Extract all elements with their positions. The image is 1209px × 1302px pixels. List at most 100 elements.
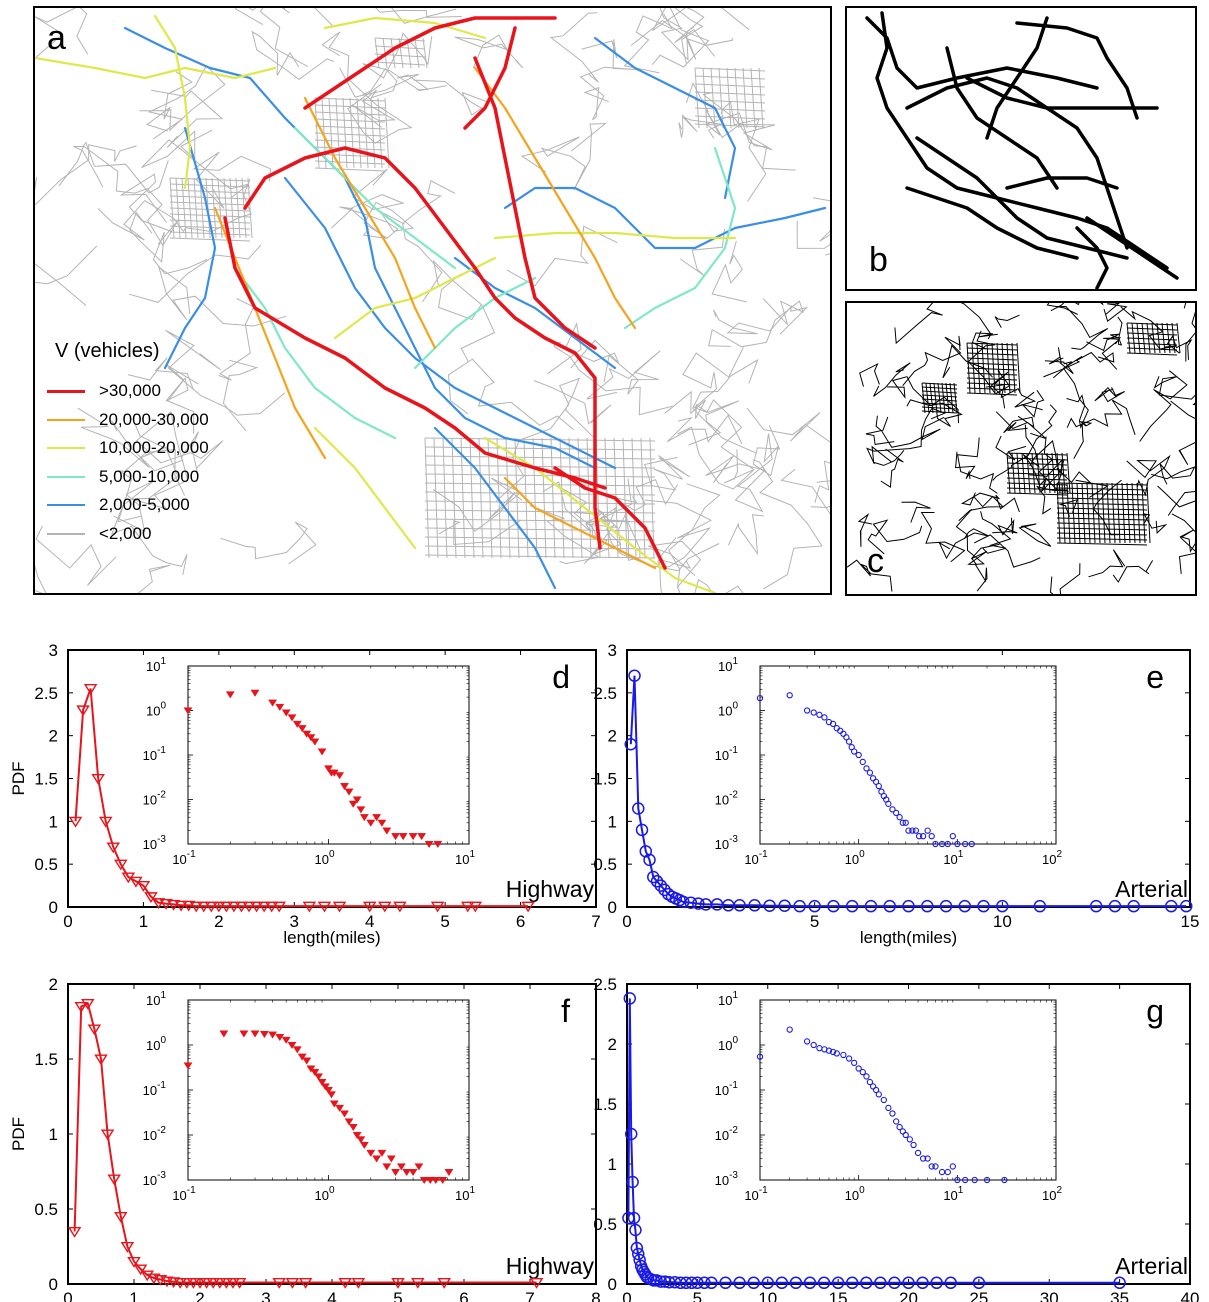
inset-data-point — [250, 689, 260, 697]
inset-data-point — [885, 1104, 892, 1112]
panel-b-highway-network: b — [845, 6, 1197, 291]
inset-data-point — [821, 714, 828, 721]
inset-y-tick-exp: 0 — [160, 1035, 166, 1046]
inset-x-tick-exp: 1 — [469, 1185, 475, 1196]
road-segment — [473, 56, 597, 350]
x-tick-label: 3 — [261, 1289, 270, 1302]
data-point — [393, 901, 407, 913]
road-segment — [323, 16, 487, 40]
y-tick-label: 0 — [608, 898, 617, 917]
y-tick-label: 1.5 — [34, 1050, 58, 1069]
data-point — [1033, 899, 1047, 913]
highway-network-graph — [865, 11, 1179, 289]
highway-segment — [965, 76, 1159, 110]
inset-data-point — [425, 1176, 435, 1185]
x-tick-label: 2 — [195, 1289, 204, 1302]
x-tick-label: 15 — [1181, 912, 1200, 931]
inset-y-tick-label: 10-2 — [715, 790, 739, 808]
data-point — [845, 1276, 859, 1290]
inset-data-point — [306, 734, 316, 742]
y-tick-label: 0.5 — [593, 855, 617, 874]
inset-data-point — [344, 1118, 354, 1126]
inset-y-tick-exp: -1 — [729, 1080, 738, 1091]
legend-swatch — [47, 418, 85, 421]
inset-y-tick-base: 10 — [146, 993, 160, 1008]
inset-x-tick-exp: 1 — [958, 1185, 964, 1196]
road-segment — [243, 146, 602, 550]
data-point — [264, 901, 279, 913]
inset-markers — [756, 692, 975, 848]
data-point — [1164, 899, 1178, 913]
y-tick-label: 2 — [49, 727, 58, 746]
inset-data-point — [424, 840, 434, 849]
legend-label: 20,000-30,000 — [99, 409, 209, 429]
inset-data-point — [896, 1123, 903, 1131]
data-point — [136, 881, 151, 892]
inset-data-point — [919, 833, 927, 840]
x-tick-label: 30 — [1040, 1289, 1059, 1302]
legend-item: 10,000-20,000 — [47, 434, 209, 463]
inset-data-point — [954, 1176, 961, 1184]
inset-y-tick-exp: -2 — [729, 790, 738, 801]
data-point — [317, 901, 332, 913]
inset-x-tick-base: 10 — [943, 852, 957, 867]
series-markers — [67, 998, 544, 1289]
inset-data-point — [944, 1168, 951, 1176]
data-point — [461, 901, 475, 913]
data-point — [775, 1276, 789, 1290]
x-tick-label: 25 — [969, 1289, 988, 1302]
inset-y-tick-exp: -2 — [157, 790, 166, 801]
inset-data-point — [902, 819, 909, 826]
data-point — [173, 1277, 187, 1289]
data-point — [778, 899, 791, 912]
y-tick-label: 0.5 — [34, 1200, 58, 1219]
y-tick-label: 1 — [608, 1155, 617, 1174]
inset-data-point — [949, 1163, 956, 1170]
data-point — [831, 1276, 845, 1290]
data-point — [159, 899, 173, 910]
x-tick-label: 1 — [129, 1289, 138, 1302]
x-tick-label: 4 — [327, 1289, 336, 1302]
legend-label: 5,000-10,000 — [99, 466, 200, 486]
inset-x-tick-label: 101 — [455, 1185, 475, 1203]
data-point — [733, 899, 746, 912]
inset-data-point — [348, 800, 358, 808]
inset-x-tick-exp: 2 — [1056, 849, 1062, 860]
data-point — [151, 898, 166, 909]
inset-y-tick-label: 10-3 — [715, 1170, 739, 1188]
inset-data-point — [386, 1155, 396, 1163]
inset-y-tick-base: 10 — [718, 993, 732, 1008]
data-point — [692, 897, 705, 910]
inset-data-point — [928, 833, 935, 840]
y-tick-label: 0 — [608, 1275, 617, 1294]
inset-data-point — [880, 1096, 888, 1104]
inset-y-tick-exp: 0 — [732, 1035, 738, 1046]
y-tick-label: 2.5 — [593, 684, 617, 703]
data-point — [81, 998, 95, 1010]
legend-title: V (vehicles) — [55, 340, 160, 362]
inset-data-point — [833, 1050, 840, 1057]
inset-data-point — [417, 833, 427, 841]
data-point — [362, 901, 377, 913]
y-tick-label: 1 — [608, 812, 617, 831]
inset-data-point — [314, 1073, 324, 1081]
inset-data-point — [438, 1176, 448, 1185]
panel-c-full-network: c — [845, 301, 1197, 596]
x-tick-label: 8 — [591, 1289, 600, 1302]
road-segment — [473, 66, 637, 330]
inset-y-tick-exp: 1 — [160, 990, 166, 1001]
inset-data-point — [786, 1026, 793, 1033]
y-axis-label: PDF — [9, 1117, 28, 1151]
series-line — [629, 675, 1187, 908]
inset-y-tick-exp: 1 — [160, 656, 166, 667]
inset-x-tick-exp: -1 — [187, 1185, 196, 1196]
highway-segment — [905, 186, 1079, 260]
panel-letter: e — [1146, 659, 1164, 695]
road-segment — [163, 126, 217, 370]
data-point — [272, 1277, 286, 1289]
road-segment — [503, 476, 657, 570]
data-point — [629, 1223, 642, 1237]
inset-data-point — [875, 782, 882, 790]
inset-y-tick-label: 10-3 — [715, 834, 739, 852]
inset-data-point — [851, 748, 858, 755]
